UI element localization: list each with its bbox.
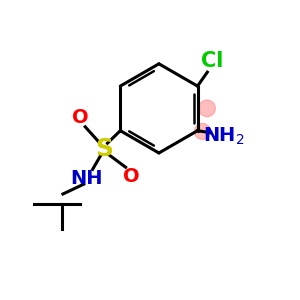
Text: S: S bbox=[95, 136, 113, 160]
Text: Cl: Cl bbox=[201, 51, 224, 71]
Text: NH$_2$: NH$_2$ bbox=[202, 126, 244, 147]
Circle shape bbox=[199, 100, 215, 117]
Circle shape bbox=[194, 123, 211, 140]
Text: NH: NH bbox=[70, 169, 103, 188]
Text: O: O bbox=[71, 108, 88, 128]
Text: O: O bbox=[123, 167, 140, 186]
